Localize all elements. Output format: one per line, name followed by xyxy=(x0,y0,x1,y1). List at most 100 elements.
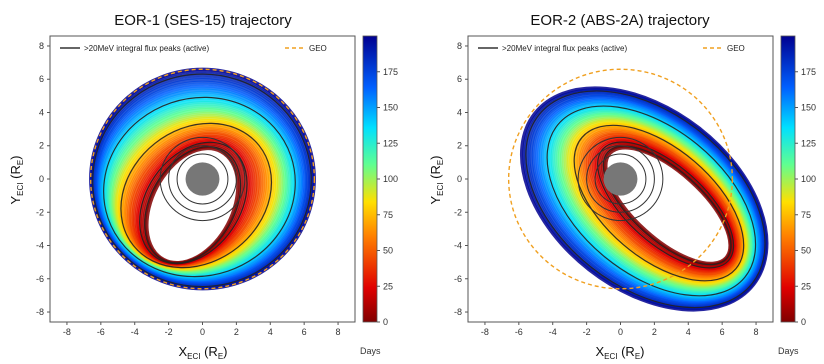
colorbar-tick-label: 150 xyxy=(801,103,816,113)
colorbar-tick-label: 75 xyxy=(383,210,393,220)
reference-circle xyxy=(594,153,647,205)
orbit-track xyxy=(145,146,240,265)
y-tick-label: 4 xyxy=(39,107,44,117)
colorbar-eor2: 175 150 125 100 75 50 25 0 Days xyxy=(778,35,816,356)
x-tick-label: 0 xyxy=(618,327,623,337)
legend-label-geo-eor2: GEO xyxy=(727,44,745,53)
y-tick-label: 0 xyxy=(39,174,44,184)
flux-peak-track xyxy=(144,146,242,264)
panel-eor2: EOR-2 (ABS-2A) trajectory -8 -6 -4 -2 0 2 4 6 8 … xyxy=(428,12,774,361)
x-tick-label: -6 xyxy=(515,327,523,337)
colorbar-tick-label: 50 xyxy=(383,246,393,256)
y-tick-label: -6 xyxy=(36,274,44,284)
y-tick-label: 6 xyxy=(39,74,44,84)
colorbar-tick-label: 25 xyxy=(801,281,811,291)
x-ticks-eor1: -8 -6 -4 -2 0 2 4 6 8 xyxy=(63,322,341,337)
y-tick-label: -4 xyxy=(454,241,462,251)
colorbar-tick-label: 175 xyxy=(383,67,398,77)
y-tick-label: 6 xyxy=(457,74,462,84)
colorbar-tick-label: 75 xyxy=(801,210,811,220)
y-tick-label: 0 xyxy=(457,174,462,184)
x-tick-label: -4 xyxy=(131,327,139,337)
y-tick-label: 8 xyxy=(39,41,44,51)
y-tick-label: -8 xyxy=(454,307,462,317)
legend-label-flux-eor1: >20MeV integral flux peaks (active) xyxy=(84,44,210,53)
colorbar-gradient-eor1 xyxy=(362,35,378,323)
colorbar-tick-label: 50 xyxy=(801,246,811,256)
reference-circle xyxy=(159,136,246,222)
reference-circle xyxy=(577,136,664,222)
x-tick-label: -6 xyxy=(97,327,105,337)
flux-peak-track xyxy=(120,122,273,269)
x-tick-label: -2 xyxy=(165,327,173,337)
ylabel-eor1: YECI (RE) xyxy=(8,155,25,204)
colorbar-tick-label: 100 xyxy=(801,174,816,184)
y-ticks-eor1: 8 6 4 2 0 -2 -4 -6 -8 xyxy=(36,41,50,317)
flux-peak-track xyxy=(602,145,732,266)
x-tick-label: -2 xyxy=(583,327,591,337)
colorbar-tick-label: 0 xyxy=(383,317,388,327)
x-tick-label: 6 xyxy=(302,327,307,337)
colorbar-tick-label: 0 xyxy=(801,317,806,327)
legend-eor1: >20MeV integral flux peaks (active) GEO xyxy=(60,44,327,53)
x-ticks-eor2: -8 -6 -4 -2 0 2 4 6 8 xyxy=(481,322,759,337)
orbit-tracks-eor1 xyxy=(89,67,316,291)
y-tick-label: -2 xyxy=(454,207,462,217)
legend-eor2: >20MeV integral flux peaks (active) GEO xyxy=(478,44,745,53)
y-tick-label: -2 xyxy=(36,207,44,217)
colorbar-label-eor2: Days xyxy=(778,346,799,356)
y-tick-label: 2 xyxy=(39,141,44,151)
colorbar-gradient-eor2 xyxy=(780,35,796,323)
earth-disk xyxy=(185,162,220,196)
legend-label-flux-eor2: >20MeV integral flux peaks (active) xyxy=(502,44,628,53)
title-eor1: EOR-1 (SES-15) trajectory xyxy=(114,12,292,29)
xlabel-eor2: XECI (RE) xyxy=(595,344,644,361)
colorbar-tick-label: 25 xyxy=(383,281,393,291)
flux-peak-track xyxy=(92,73,312,288)
orbit-tracks-eor2 xyxy=(507,68,769,312)
flux-peak-track xyxy=(525,90,766,309)
orbit-track xyxy=(604,146,732,265)
y-ticks-eor2: 8 6 4 2 0 -2 -4 -6 -8 xyxy=(454,41,468,317)
reference-circle xyxy=(168,145,237,213)
title-eor2: EOR-2 (ABS-2A) trajectory xyxy=(530,12,710,29)
x-tick-label: -8 xyxy=(63,327,71,337)
x-tick-label: -4 xyxy=(549,327,557,337)
flux-peak-track xyxy=(546,105,757,297)
y-tick-label: 4 xyxy=(457,107,462,117)
y-tick-label: -6 xyxy=(454,274,462,284)
y-tick-label: -4 xyxy=(36,241,44,251)
colorbar-eor1: 175 150 125 100 75 50 25 0 Days xyxy=(360,35,398,356)
x-tick-label: -8 xyxy=(481,327,489,337)
orbit-track xyxy=(519,86,769,312)
flux-peak-track xyxy=(573,124,745,282)
x-tick-label: 6 xyxy=(720,327,725,337)
x-tick-label: 8 xyxy=(754,327,759,337)
flux-peak-track xyxy=(103,96,296,278)
y-tick-label: -8 xyxy=(36,307,44,317)
x-tick-label: 2 xyxy=(652,327,657,337)
geo-orbit-circle xyxy=(89,68,316,290)
x-tick-label: 2 xyxy=(234,327,239,337)
reference-circle xyxy=(586,145,655,213)
colorbar-tick-label: 125 xyxy=(801,138,816,148)
colorbar-tick-label: 100 xyxy=(383,174,398,184)
xlabel-eor1: XECI (RE) xyxy=(178,344,227,361)
earth-disk xyxy=(603,162,638,196)
flux-peak-track xyxy=(597,141,735,269)
x-tick-label: 0 xyxy=(200,327,205,337)
colorbar-ticks-eor2: 175 150 125 100 75 50 25 0 xyxy=(795,67,816,327)
legend-label-geo-eor1: GEO xyxy=(309,44,327,53)
colorbar-label-eor1: Days xyxy=(360,346,381,356)
colorbar-tick-label: 150 xyxy=(383,103,398,113)
x-tick-label: 4 xyxy=(686,327,691,337)
x-tick-label: 8 xyxy=(336,327,341,337)
reference-circle xyxy=(176,153,229,205)
y-tick-label: 8 xyxy=(457,41,462,51)
colorbar-ticks-eor1: 175 150 125 100 75 50 25 0 xyxy=(377,67,398,327)
geo-orbit-circle xyxy=(507,68,734,290)
colorbar-tick-label: 125 xyxy=(383,138,398,148)
ylabel-eor2: YECI (RE) xyxy=(428,155,445,204)
colorbar-tick-label: 175 xyxy=(801,67,816,77)
